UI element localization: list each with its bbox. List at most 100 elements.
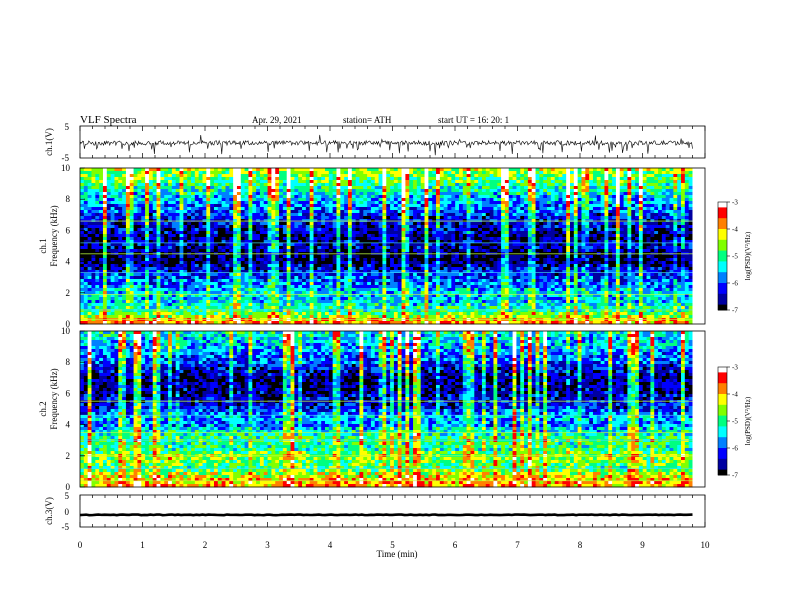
ch1-spec-cell xyxy=(122,210,126,213)
ch1-spec-cell xyxy=(183,249,187,252)
ch1-spec-cell xyxy=(333,186,337,189)
ch1-spec-cell xyxy=(122,171,126,174)
ch1-spec-cell xyxy=(91,243,95,246)
ch1-spec-cell xyxy=(195,228,199,231)
ch1-spec-cell xyxy=(88,255,92,258)
ch1-spec-cell xyxy=(206,192,210,195)
ch1-spec-cell xyxy=(118,189,122,192)
ch1-spec-cell xyxy=(157,186,161,189)
ch1-spec-cell xyxy=(681,186,685,189)
ch1-spec-cell xyxy=(520,243,524,246)
ch1-spec-cell xyxy=(180,204,184,207)
ch1-spec-cell xyxy=(635,255,639,258)
ch1-spec-cell xyxy=(183,189,187,192)
ch1-spec-cell xyxy=(650,213,654,216)
ch1-spec-cell xyxy=(608,195,612,198)
ch1-spec-cell xyxy=(685,210,689,213)
ch1-spec-cell xyxy=(206,216,210,219)
ch1-spec-cell xyxy=(84,228,88,231)
ch1-spec-cell xyxy=(448,234,452,237)
ch1-spec-cell xyxy=(543,207,547,210)
ch1-spec-cell xyxy=(233,222,237,225)
ch1-spec-cell xyxy=(336,195,340,198)
ch1-spec-cell xyxy=(153,249,157,252)
ch1-spec-cell xyxy=(325,222,329,225)
ch1-spec-cell xyxy=(543,183,547,186)
ch1-spec-cell xyxy=(164,237,168,240)
ch1-spec-cell xyxy=(631,237,635,240)
ch1-spec-cell xyxy=(302,213,306,216)
ch1-spec-cell xyxy=(689,225,693,228)
ch1-spec-cell xyxy=(386,192,390,195)
ch1-spec-cell xyxy=(375,180,379,183)
ch1-spec-cell xyxy=(402,177,406,180)
ch1-spec-cell xyxy=(137,192,141,195)
ch1-spec-cell xyxy=(314,174,318,177)
ch1-spec-cell xyxy=(689,177,693,180)
ch1-spec-cell xyxy=(333,201,337,204)
ch1-spec-cell xyxy=(616,177,620,180)
ch1-spec-cell xyxy=(214,234,218,237)
ch1-spec-cell xyxy=(172,255,176,258)
ch1-spec-cell xyxy=(601,243,605,246)
ch1-spec-cell xyxy=(459,231,463,234)
ch1-spec-cell xyxy=(417,171,421,174)
ch1-spec-cell xyxy=(616,243,620,246)
ch1-spec-cell xyxy=(451,210,455,213)
ch1-spec-cell xyxy=(662,258,666,261)
ch1-spec-cell xyxy=(547,189,551,192)
ch1-spec-cell xyxy=(80,180,84,183)
ch1-spec-cell xyxy=(417,231,421,234)
ch1-spec-cell xyxy=(180,237,184,240)
ch1-spec-cell xyxy=(673,180,677,183)
ch1-spec-cell xyxy=(631,192,635,195)
ch1-spec-cell xyxy=(248,180,252,183)
ch1-spec-cell xyxy=(451,180,455,183)
ch1-spec-cell xyxy=(153,237,157,240)
ch1-spec-cell xyxy=(425,195,429,198)
ch1-spec-cell xyxy=(627,222,631,225)
ch1-spec-cell xyxy=(524,180,528,183)
ch1-spec-cell xyxy=(137,174,141,177)
ch1-spec-cell xyxy=(436,204,440,207)
ch1-spec-cell xyxy=(160,255,164,258)
ch1-spec-cell xyxy=(352,171,356,174)
ch1-spec-cell xyxy=(222,204,226,207)
ch1-spec-cell xyxy=(91,228,95,231)
ch1-spec-cell xyxy=(493,213,497,216)
ch1-spec-cell xyxy=(344,201,348,204)
ch1-spec-cell xyxy=(612,192,616,195)
ch1-spec-cell xyxy=(160,186,164,189)
ch1-spec-cell xyxy=(287,207,291,210)
ch1-spec-cell xyxy=(141,222,145,225)
ch1-spec-cell xyxy=(134,171,138,174)
ch1-spec-cell xyxy=(585,195,589,198)
ch1-spec-cell xyxy=(604,177,608,180)
ch1-spec-cell xyxy=(581,237,585,240)
ch1-spec-cell xyxy=(382,192,386,195)
ch1-spec-cell xyxy=(95,255,99,258)
ch1-spec-cell xyxy=(314,201,318,204)
ch1-spec-cell xyxy=(130,222,134,225)
ch1-spec-cell xyxy=(670,192,674,195)
ch1-spec-cell xyxy=(608,249,612,252)
ch1-spec-cell xyxy=(654,201,658,204)
ch1-spec-cell xyxy=(314,207,318,210)
ch1-spec-cell xyxy=(474,189,478,192)
ch1-spec-cell xyxy=(536,168,540,171)
ch1-spec-cell xyxy=(551,246,555,249)
ch1-spec-cell xyxy=(183,216,187,219)
ch1-spec-cell xyxy=(490,225,494,228)
ch1-spec-cell xyxy=(474,177,478,180)
ch1-spec-cell xyxy=(187,168,191,171)
ch1-spec-cell xyxy=(203,180,207,183)
ch1-spec-cell xyxy=(325,168,329,171)
ch1-spec-cell xyxy=(206,198,210,201)
ch1-spec-cell xyxy=(176,255,180,258)
ch1-spec-cell xyxy=(103,195,107,198)
ch1-spec-cell xyxy=(677,246,681,249)
ch1-spec-cell xyxy=(670,216,674,219)
ch1-spec-cell xyxy=(340,174,344,177)
ch1-spec-cell xyxy=(624,237,628,240)
ch1-spec-cell xyxy=(589,192,593,195)
